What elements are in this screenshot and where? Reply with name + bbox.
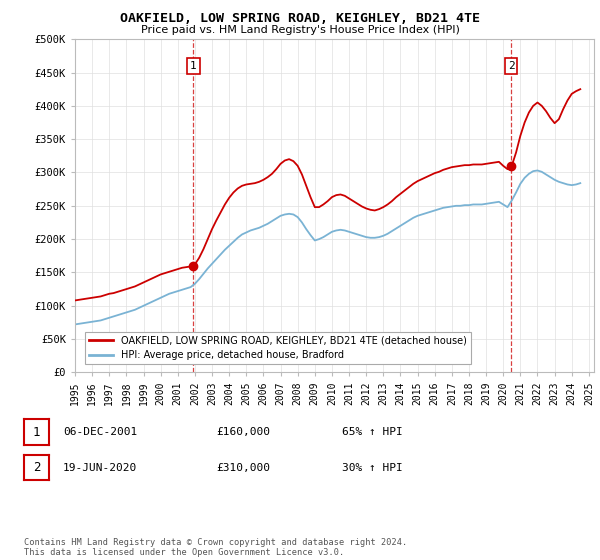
Text: £160,000: £160,000	[216, 427, 270, 437]
Legend: OAKFIELD, LOW SPRING ROAD, KEIGHLEY, BD21 4TE (detached house), HPI: Average pri: OAKFIELD, LOW SPRING ROAD, KEIGHLEY, BD2…	[85, 332, 471, 364]
Text: 06-DEC-2001: 06-DEC-2001	[63, 427, 137, 437]
Text: Price paid vs. HM Land Registry's House Price Index (HPI): Price paid vs. HM Land Registry's House …	[140, 25, 460, 35]
Text: 19-JUN-2020: 19-JUN-2020	[63, 463, 137, 473]
Text: 2: 2	[33, 461, 40, 474]
Text: 1: 1	[190, 61, 197, 71]
Text: 30% ↑ HPI: 30% ↑ HPI	[342, 463, 403, 473]
Text: Contains HM Land Registry data © Crown copyright and database right 2024.
This d: Contains HM Land Registry data © Crown c…	[24, 538, 407, 557]
Text: 1: 1	[33, 426, 40, 439]
Text: 65% ↑ HPI: 65% ↑ HPI	[342, 427, 403, 437]
Text: £310,000: £310,000	[216, 463, 270, 473]
Text: 2: 2	[508, 61, 514, 71]
Text: OAKFIELD, LOW SPRING ROAD, KEIGHLEY, BD21 4TE: OAKFIELD, LOW SPRING ROAD, KEIGHLEY, BD2…	[120, 12, 480, 25]
